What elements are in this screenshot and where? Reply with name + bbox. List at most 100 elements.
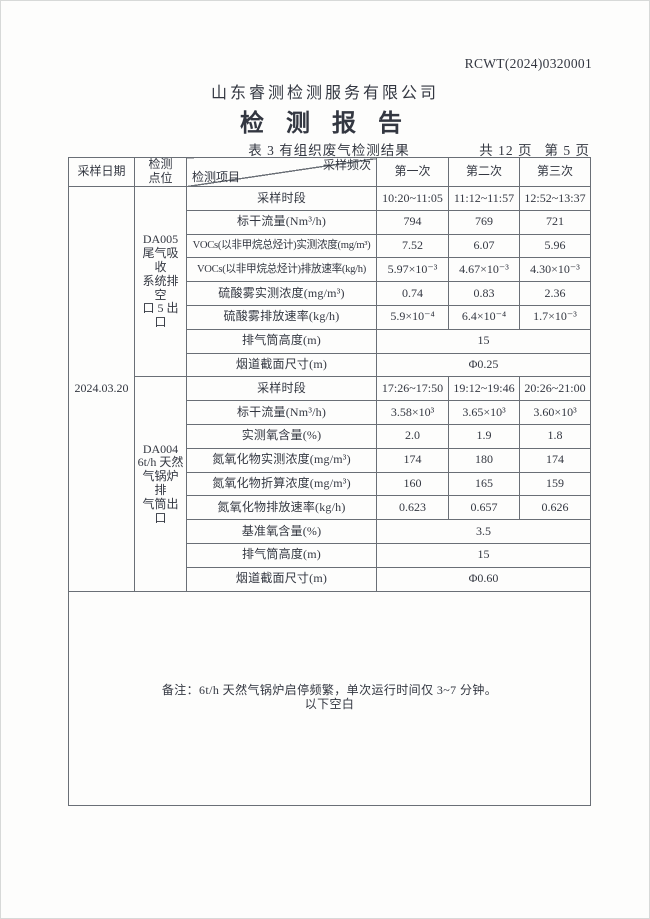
row-label: 烟道截面尺寸(m) (186, 566, 377, 592)
value-cell: 180 (448, 447, 520, 473)
sample-date-cell: 2024.03.20 (68, 186, 135, 592)
merged-value-cell: 15 (376, 542, 591, 568)
report-number: RCWT(2024)0320001 (464, 56, 592, 71)
table-row: 排气筒高度(m) 15 (69, 328, 591, 354)
row-label: 标干流量(Nm³/h) (186, 209, 377, 235)
table-row: VOCs(以非甲烷总烃计)实测浓度(mg/m³) 7.52 6.07 5.96 (69, 233, 591, 259)
point-cell-da005: DA005 尾气吸收 系统排空 口 5 出口 (134, 185, 187, 378)
row-label: 采样时段 (186, 186, 377, 211)
row-label: 氮氧化物折算浓度(mg/m³) (186, 471, 377, 497)
table-row: 排气筒高度(m) 15 (69, 542, 591, 568)
row-label: 氮氧化物排放速率(kg/h) (186, 495, 377, 521)
page-current: 第 5 页 (544, 143, 590, 158)
row-label: 氮氧化物实测浓度(mg/m³) (186, 447, 377, 473)
merged-value-cell: 3.5 (376, 519, 591, 544)
header-third-run: 第三次 (519, 157, 591, 187)
table-row: 基准氧含量(%) 3.5 (69, 519, 591, 544)
row-label: VOCs(以非甲烷总烃计)实测浓度(mg/m³) (186, 233, 377, 259)
value-cell: 17:26~17:50 (376, 376, 449, 402)
header-diagonal-cell: 采样频次 检测项目 (186, 157, 377, 187)
value-cell: 7.52 (376, 233, 449, 259)
row-label: 标干流量(Nm³/h) (186, 400, 377, 425)
row-label: 硫酸雾排放速率(kg/h) (186, 304, 377, 330)
table-caption: 表 3 有组织废气检测结果 (248, 143, 410, 158)
row-label: 实测氧含量(%) (186, 423, 377, 449)
table-row: 标干流量(Nm³/h) 3.58×10³ 3.65×10³ 3.60×10³ (69, 400, 591, 425)
pagination: 共 12 页第 5 页 (467, 139, 590, 159)
table-row: DA004 6t/h 天然 气锅炉排 气筒出口 采样时段 17:26~17:50… (69, 376, 591, 592)
value-cell: 3.65×10³ (448, 400, 520, 425)
remark-row: 备注：6t/h 天然气锅炉启停频繁，单次运行时间仅 3~7 分钟。 以下空白 (68, 590, 591, 806)
value-cell: 1.7×10⁻³ (519, 304, 591, 330)
value-cell: 19:12~19:46 (448, 376, 520, 402)
value-cell: 11:12~11:57 (448, 186, 520, 211)
table-row: 实测氧含量(%) 2.0 1.9 1.8 (69, 423, 591, 449)
value-cell: 159 (519, 471, 591, 497)
value-cell: 0.626 (519, 495, 591, 521)
row-label: VOCs(以非甲烷总烃计)排放速率(kg/h) (186, 257, 377, 283)
value-cell: 2.0 (376, 423, 449, 449)
value-cell: 20:26~21:00 (519, 376, 591, 402)
value-cell: 0.623 (376, 495, 449, 521)
value-cell: 174 (376, 447, 449, 473)
value-cell: 0.657 (448, 495, 520, 521)
row-label: 排气筒高度(m) (186, 542, 377, 568)
value-cell: 721 (519, 209, 591, 235)
page-total: 共 12 页 (479, 143, 533, 158)
value-cell: 174 (519, 447, 591, 473)
value-cell: 165 (448, 471, 520, 497)
table-row: 硫酸雾实测浓度(mg/m³) 0.74 0.83 2.36 (69, 281, 591, 306)
row-label: 采样时段 (186, 376, 377, 402)
point-cell-da004: DA004 6t/h 天然 气锅炉排 气筒出口 (134, 376, 187, 592)
table-row: 硫酸雾排放速率(kg/h) 5.9×10⁻⁴ 6.4×10⁻⁴ 1.7×10⁻³ (69, 304, 591, 330)
table-row: 烟道截面尺寸(m) Φ0.60 (69, 566, 591, 592)
value-cell: 1.9 (448, 423, 520, 449)
table-row: 氮氧化物实测浓度(mg/m³) 174 180 174 (69, 447, 591, 473)
value-cell: 2.36 (519, 281, 591, 306)
value-cell: 3.58×10³ (376, 400, 449, 425)
table-row: 2024.03.20 DA005 尾气吸收 系统排空 口 5 出口 采样时段 1… (68, 185, 591, 592)
header-first-run: 第一次 (376, 157, 449, 187)
table-row: VOCs(以非甲烷总烃计)排放速率(kg/h) 5.97×10⁻³ 4.67×1… (69, 257, 591, 283)
value-cell: 5.9×10⁻⁴ (376, 304, 449, 330)
merged-value-cell: Φ0.60 (376, 566, 591, 592)
value-cell: 12:52~13:37 (519, 186, 591, 211)
merged-value-cell: 15 (376, 328, 591, 354)
value-cell: 0.83 (448, 281, 520, 306)
company-name: 山东睿测检测服务有限公司 (210, 85, 439, 102)
results-table: 采样日期 检测 点位 采样频次 检测项目 第一次 第二次 第三次 2024.03… (68, 157, 591, 806)
merged-value-cell: Φ0.25 (376, 352, 591, 378)
blank-note: 以下空白 (304, 697, 355, 712)
value-cell: 6.4×10⁻⁴ (448, 304, 520, 330)
remark-text: 备注：6t/h 天然气锅炉启停频繁，单次运行时间仅 3~7 分钟。 (161, 683, 498, 698)
value-cell: 160 (376, 471, 449, 497)
value-cell: 10:20~11:05 (376, 186, 449, 211)
value-cell: 5.96 (519, 233, 591, 259)
value-cell: 5.97×10⁻³ (376, 257, 449, 283)
table-row: 氮氧化物排放速率(kg/h) 0.623 0.657 0.626 (69, 495, 591, 521)
value-cell: 1.8 (519, 423, 591, 449)
table-row: 标干流量(Nm³/h) 794 769 721 (69, 209, 591, 235)
value-cell: 4.30×10⁻³ (519, 257, 591, 283)
value-cell: 4.67×10⁻³ (448, 257, 520, 283)
header-test-item: 检测项目 (192, 170, 241, 185)
table-row: 氮氧化物折算浓度(mg/m³) 160 165 159 (69, 471, 591, 497)
table-header-row: 采样日期 检测 点位 采样频次 检测项目 第一次 第二次 第三次 (68, 157, 591, 187)
value-cell: 794 (376, 209, 449, 235)
row-label: 硫酸雾实测浓度(mg/m³) (186, 281, 377, 306)
header-sample-frequency: 采样频次 (322, 158, 371, 172)
row-label: 烟道截面尺寸(m) (186, 352, 377, 378)
row-label: 排气筒高度(m) (186, 328, 377, 354)
header-sample-date: 采样日期 (68, 157, 135, 187)
row-label: 基准氧含量(%) (186, 519, 377, 544)
table-caption-row: 表 3 有组织废气检测结果 共 12 页第 5 页 (68, 139, 590, 159)
remark-cell: 备注：6t/h 天然气锅炉启停频繁，单次运行时间仅 3~7 分钟。 以下空白 (68, 590, 591, 806)
value-cell: 769 (448, 209, 520, 235)
value-cell: 6.07 (448, 233, 520, 259)
header-point-location: 检测 点位 (134, 157, 187, 187)
value-cell: 0.74 (376, 281, 449, 306)
value-cell: 3.60×10³ (519, 400, 591, 425)
report-title: 检 测 报 告 (240, 111, 410, 137)
header-second-run: 第二次 (448, 157, 520, 187)
